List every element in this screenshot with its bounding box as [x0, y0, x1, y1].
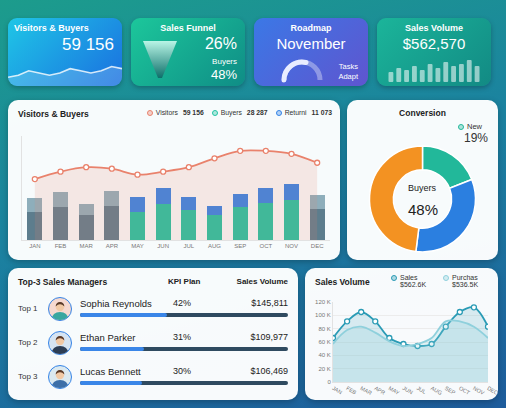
svg-text:FEB: FEB	[345, 385, 358, 396]
svg-text:OCT: OCT	[458, 385, 472, 396]
svg-text:NOV: NOV	[472, 385, 486, 396]
html-text:Top 3: Top 3	[18, 372, 38, 381]
svg-text:AUG: AUG	[208, 243, 221, 249]
svg-text:APR: APR	[373, 385, 386, 396]
html-text:Ethan Parker: Ethan Parker	[80, 332, 136, 343]
html-text:Buyers: Buyers	[212, 57, 237, 66]
html-text:Visitors: Visitors	[155, 109, 178, 116]
html-text:Sales Volume: Sales Volume	[405, 23, 463, 33]
svg-text:MAR: MAR	[79, 243, 93, 249]
svg-text:MAY: MAY	[387, 385, 400, 396]
html-text:Sophia Reynolds: Sophia Reynolds	[80, 298, 152, 309]
html-text:19%: 19%	[464, 131, 488, 145]
svg-text:DEC: DEC	[486, 385, 498, 396]
html-text:Top 2: Top 2	[18, 338, 38, 347]
html-text:New: New	[467, 122, 482, 131]
svg-text:48%: 48%	[408, 201, 438, 218]
html-text:Buyers: Buyers	[220, 109, 242, 116]
html-text:$145,811: $145,811	[251, 298, 288, 308]
html-text:59 156: 59 156	[62, 35, 114, 54]
svg-text:60 K: 60 K	[318, 339, 330, 345]
svg-text:20 K: 20 K	[318, 366, 330, 372]
svg-text:120 K: 120 K	[315, 299, 331, 305]
svg-text:MAR: MAR	[359, 385, 373, 396]
svg-text:FEB: FEB	[55, 243, 67, 249]
svg-text:SEP: SEP	[444, 385, 457, 396]
svg-text:OCT: OCT	[259, 243, 272, 249]
svg-text:80 K: 80 K	[318, 326, 330, 332]
svg-text:0: 0	[327, 379, 331, 385]
svg-text:NOV: NOV	[285, 243, 298, 249]
html-text:Sales: Sales	[400, 274, 418, 281]
html-text:$562.6K: $562.6K	[400, 281, 427, 288]
svg-text:Buyers: Buyers	[408, 183, 437, 193]
html-text:$106,469: $106,469	[250, 366, 288, 376]
html-text:59 156: 59 156	[182, 109, 204, 116]
html-text:$536.5K: $536.5K	[452, 281, 479, 288]
svg-text:40 K: 40 K	[318, 352, 330, 358]
html-text:Top 1: Top 1	[18, 304, 38, 313]
html-text:Visitors & Buyers: Visitors & Buyers	[14, 23, 89, 33]
html-text:Returni: Returni	[284, 109, 307, 116]
svg-text:JUL: JUL	[416, 385, 427, 395]
svg-text:100 K: 100 K	[315, 312, 331, 318]
svg-text:SEP: SEP	[234, 243, 246, 249]
html-text:Top-3 Sales Managers: Top-3 Sales Managers	[18, 277, 108, 287]
html-text:Tasks: Tasks	[338, 62, 358, 71]
svg-text:DEC: DEC	[311, 243, 324, 249]
svg-text:JUN: JUN	[402, 385, 414, 396]
html-text:Adapt: Adapt	[338, 72, 358, 81]
html-text:31%: 31%	[173, 332, 191, 342]
html-text:26%: 26%	[205, 35, 237, 52]
html-text:$562,570: $562,570	[402, 35, 466, 52]
html-text:Conversion: Conversion	[399, 108, 446, 118]
html-text:Visitors & Buyers: Visitors & Buyers	[18, 109, 89, 119]
html-text:11 073: 11 073	[311, 109, 332, 116]
svg-text:JUN: JUN	[157, 243, 169, 249]
svg-text:APR: APR	[106, 243, 119, 249]
html-text:Sales Funnel: Sales Funnel	[160, 23, 216, 33]
html-text:42%: 42%	[173, 298, 191, 308]
html-text:Roadmap: Roadmap	[290, 23, 332, 33]
html-text:48%: 48%	[211, 67, 237, 82]
html-text:Sales Volume: Sales Volume	[236, 277, 288, 286]
html-text:Purchas: Purchas	[452, 274, 478, 281]
svg-text:MAY: MAY	[131, 243, 144, 249]
svg-text:JUL: JUL	[183, 243, 194, 249]
html-text:$109,977: $109,977	[250, 332, 288, 342]
html-text:November: November	[276, 35, 346, 52]
svg-text:JAN: JAN	[331, 385, 343, 395]
html-text:KPI Plan: KPI Plan	[168, 277, 201, 286]
html-text:30%: 30%	[173, 366, 191, 376]
html-text:28 287: 28 287	[246, 109, 268, 116]
html-text:Lucas Bennett: Lucas Bennett	[80, 366, 141, 377]
html-text:Sales Volume: Sales Volume	[315, 277, 370, 287]
svg-text:AUG: AUG	[430, 385, 443, 396]
svg-text:JAN: JAN	[29, 243, 40, 249]
